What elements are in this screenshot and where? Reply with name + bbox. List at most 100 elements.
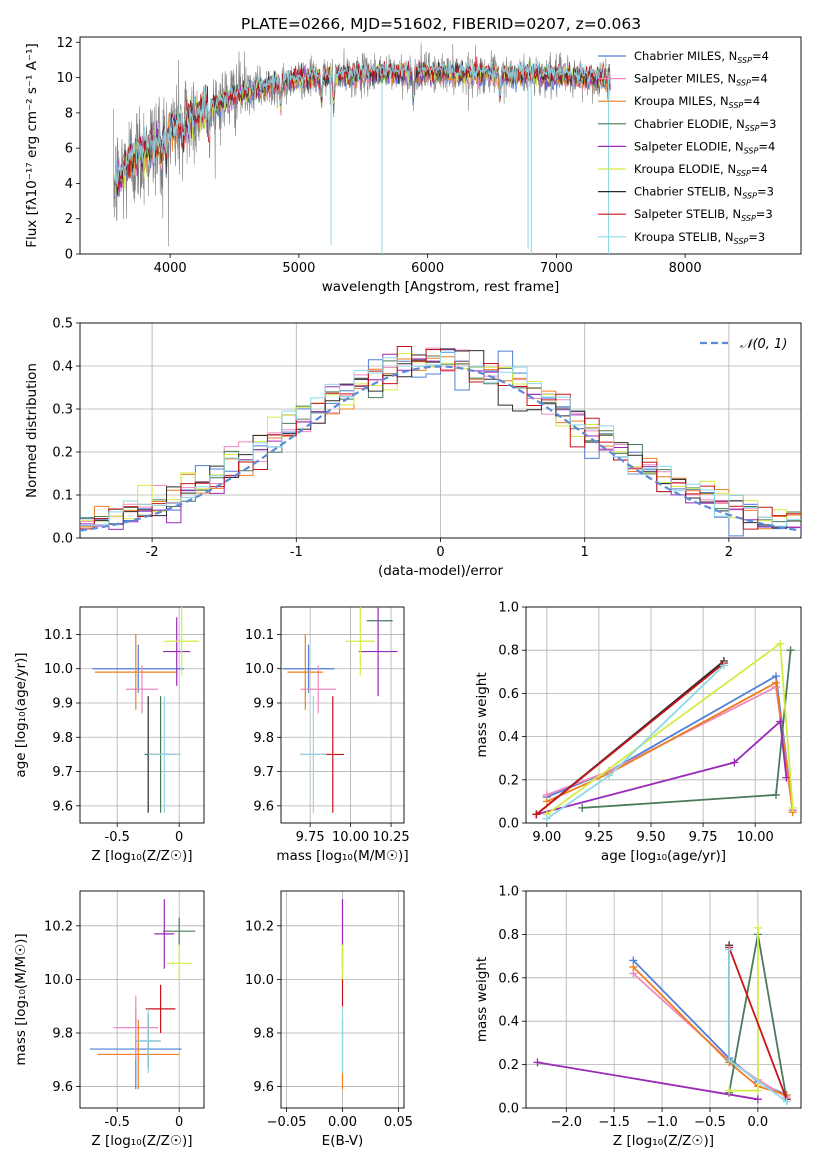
y-tick-label: 0.6 bbox=[498, 687, 519, 702]
x-tick-label: 0 bbox=[175, 1115, 183, 1130]
legend-entry: Chabrier STELIB, NSSP=3 bbox=[634, 185, 774, 201]
age_vs_Z-axes: -0.5 0 9.6 9.7 9.8 9.9 10.0 10.1 Z [log₁₀(Z/Z☉)]… bbox=[13, 606, 205, 864]
mass_vs_Z-plot-area bbox=[89, 899, 196, 1090]
y-tick-label: 10.0 bbox=[44, 662, 73, 677]
weight-marker bbox=[782, 1097, 791, 1106]
x-tick-label: −0.5 bbox=[694, 1115, 726, 1130]
x-tick-label: -0.5 bbox=[105, 1115, 130, 1130]
y-tick-label: 12 bbox=[56, 36, 73, 51]
x-axis-label: E(B-V) bbox=[322, 1133, 364, 1149]
axes-frame bbox=[79, 606, 205, 824]
x-tick-label: 10.00 bbox=[737, 830, 774, 845]
errorbar-point bbox=[300, 696, 327, 813]
y-axis-label: mass weight bbox=[474, 672, 490, 757]
x-tick-label: 9.50 bbox=[637, 830, 666, 845]
residuals-plot-area bbox=[80, 346, 801, 537]
weight_vs_Z-plot-area bbox=[533, 923, 791, 1106]
y-tick-label: 0.2 bbox=[498, 1058, 519, 1073]
legend-entry: Salpeter STELIB, NSSP=3 bbox=[634, 207, 773, 223]
errorbar-point bbox=[166, 944, 192, 983]
y-axis-label: age [log₁₀(age/yr)] bbox=[13, 652, 29, 777]
weight-marker bbox=[753, 1095, 762, 1104]
x-tick-label: 5000 bbox=[282, 261, 315, 276]
y-tick-label: 0.4 bbox=[52, 360, 73, 375]
weight-marker bbox=[753, 1086, 762, 1095]
spectrum-legend: Chabrier MILES, NSSP=4 Salpeter MILES, NS… bbox=[598, 49, 776, 246]
y-tick-label: 1.0 bbox=[498, 601, 519, 616]
normal-distribution-curve bbox=[80, 365, 801, 532]
y-tick-label: 0.1 bbox=[52, 489, 73, 504]
weight-marker bbox=[578, 803, 587, 812]
age_vs_mass-axes: 9.75 10.00 10.25 9.6 9.7 9.8 9.9 10.0 10.1 mass [… bbox=[245, 606, 410, 864]
axes-frame bbox=[79, 322, 802, 539]
errorbar-point bbox=[97, 1019, 180, 1090]
errorbar-point bbox=[94, 634, 177, 710]
weight-line-salpeter-elodie bbox=[537, 1061, 759, 1101]
x-tick-label: -2 bbox=[146, 545, 159, 560]
y-tick-label: 10.0 bbox=[245, 662, 274, 677]
x-tick-label: 7000 bbox=[540, 261, 573, 276]
x-tick-label: 9.25 bbox=[584, 830, 613, 845]
spectrum-plot-area bbox=[113, 43, 611, 254]
errorbar-point bbox=[145, 984, 176, 1033]
legend-entry: Chabrier MILES, NSSP=4 bbox=[634, 49, 769, 65]
x-tick-label: 1 bbox=[581, 545, 589, 560]
spectrum-axes: 4000 5000 6000 7000 8000 0 2 4 6 8 10 12 wavelength … bbox=[24, 36, 802, 295]
axes-frame bbox=[79, 36, 802, 255]
y-axis-label: Flux [fλ10⁻¹⁷ erg cm⁻² s⁻¹ A⁻¹] bbox=[24, 43, 40, 248]
age_vs_Z-plot-area bbox=[92, 607, 200, 813]
x-tick-label: −2.0 bbox=[550, 1115, 582, 1130]
legend-entry: Salpeter MILES, NSSP=4 bbox=[634, 72, 768, 88]
x-axis-label: mass [log₁₀(M/M☉)] bbox=[276, 848, 408, 864]
x-tick-label: -1 bbox=[290, 545, 303, 560]
errorbar-point bbox=[125, 665, 159, 714]
errorbar-point bbox=[163, 617, 191, 686]
y-tick-label: 10.2 bbox=[245, 919, 274, 934]
weight_vs_age-plot-area bbox=[532, 639, 797, 823]
y-tick-label: 0.8 bbox=[498, 928, 519, 943]
weight-marker bbox=[605, 771, 614, 780]
y-axis-label: mass weight bbox=[474, 957, 490, 1042]
y-tick-label: 9.9 bbox=[253, 697, 274, 712]
y-tick-label: 10 bbox=[56, 71, 73, 86]
errorbar-point bbox=[113, 995, 159, 1060]
x-tick-label: 0.0 bbox=[748, 1115, 769, 1130]
y-tick-label: 9.8 bbox=[253, 731, 274, 746]
weight-marker bbox=[772, 678, 780, 687]
y-tick-label: 10.2 bbox=[44, 919, 73, 934]
legend-entry: Kroupa STELIB, NSSP=3 bbox=[634, 230, 765, 246]
weight-line-chabrier-elodie bbox=[582, 650, 792, 809]
y-tick-label: 0.5 bbox=[52, 317, 73, 332]
x-tick-label: 4000 bbox=[154, 261, 187, 276]
y-tick-label: 9.7 bbox=[52, 765, 73, 780]
x-tick-label: -0.5 bbox=[105, 830, 130, 845]
weight-marker bbox=[725, 945, 734, 954]
x-axis-label: Z [log₁₀(Z/Z☉)] bbox=[91, 848, 192, 864]
weight-marker bbox=[719, 661, 728, 670]
y-tick-label: 2 bbox=[65, 212, 73, 227]
y-tick-label: 9.8 bbox=[253, 1026, 274, 1041]
x-tick-label: −1.0 bbox=[646, 1115, 678, 1130]
y-tick-label: 0.6 bbox=[498, 971, 519, 986]
y-tick-label: 9.8 bbox=[52, 731, 73, 746]
y-tick-label: 9.6 bbox=[253, 1080, 274, 1095]
weight-marker bbox=[533, 1058, 542, 1067]
y-tick-label: 8 bbox=[65, 106, 73, 121]
x-axis-label: wavelength [Angstrom, rest frame] bbox=[322, 279, 560, 295]
y-tick-label: 0.0 bbox=[52, 532, 73, 547]
y-tick-label: 0.0 bbox=[498, 817, 519, 832]
y-tick-label: 1.0 bbox=[498, 885, 519, 900]
weight-line-salpeter-stelib bbox=[728, 947, 788, 1100]
x-tick-label: 8000 bbox=[669, 261, 702, 276]
errorbar-point bbox=[287, 634, 324, 710]
y-tick-label: 0.0 bbox=[498, 1102, 519, 1117]
x-axis-label: Z [log₁₀(Z/Z☉)] bbox=[613, 1133, 714, 1149]
y-tick-label: 10.1 bbox=[245, 628, 274, 643]
weight-marker bbox=[786, 646, 795, 655]
x-tick-label: 0.05 bbox=[384, 1115, 413, 1130]
errorbar-point bbox=[358, 607, 398, 697]
x-tick-label: −0.05 bbox=[267, 1115, 307, 1130]
y-tick-label: 0.2 bbox=[52, 446, 73, 461]
weight-marker bbox=[730, 758, 739, 767]
